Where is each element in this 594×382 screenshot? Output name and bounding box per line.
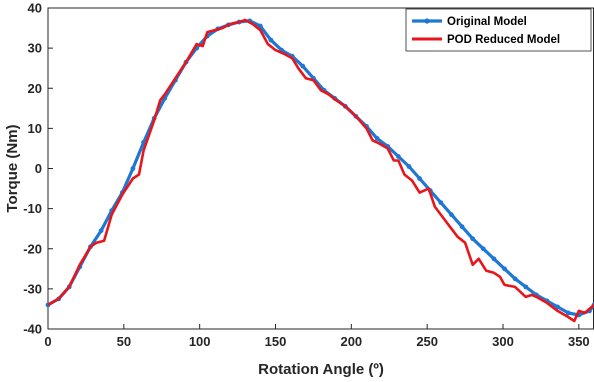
x-tick-label: 250 bbox=[416, 334, 438, 349]
data-point-original-model bbox=[470, 236, 476, 242]
data-point-original-model bbox=[502, 266, 507, 272]
data-point-original-model bbox=[98, 228, 104, 234]
y-axis-label: Torque (Nm) bbox=[4, 124, 21, 212]
x-axis-ticks: 0 50 100 150 200 250 300 350 bbox=[44, 324, 590, 349]
series-line-pod-reduced-model bbox=[47, 18, 594, 323]
legend-box bbox=[405, 8, 592, 52]
data-point-original-model bbox=[555, 304, 560, 310]
x-tick-label: 350 bbox=[568, 334, 590, 349]
y-tick-label: 30 bbox=[28, 41, 42, 56]
y-tick-label: -40 bbox=[23, 322, 42, 337]
data-point-original-model bbox=[406, 164, 412, 169]
x-axis-label: Rotation Angle (º) bbox=[258, 361, 384, 378]
data-point-original-model bbox=[565, 310, 571, 316]
y-tick-label: -20 bbox=[23, 241, 42, 256]
data-point-original-model bbox=[417, 176, 422, 181]
plot-area bbox=[47, 7, 594, 330]
data-point-original-model bbox=[300, 63, 306, 69]
plot-frame bbox=[47, 7, 594, 330]
data-point-original-model bbox=[491, 256, 497, 262]
x-tick-label: 50 bbox=[117, 334, 131, 349]
data-point-original-model bbox=[374, 136, 380, 141]
x-tick-label: 0 bbox=[44, 334, 51, 349]
legend-marker-original-model bbox=[424, 18, 430, 24]
data-point-original-model bbox=[459, 224, 465, 230]
data-point-original-model bbox=[512, 276, 518, 282]
data-point-original-model bbox=[395, 154, 401, 159]
y-tick-label: -10 bbox=[23, 201, 42, 216]
legend: Original Model POD Reduced Model bbox=[405, 8, 592, 52]
y-tick-label: 20 bbox=[28, 81, 42, 96]
legend-label-original-model: Original Model bbox=[447, 16, 527, 28]
y-tick-label: -30 bbox=[23, 281, 42, 296]
data-point-original-model bbox=[449, 212, 454, 218]
data-point-original-model bbox=[438, 200, 444, 206]
y-tick-label: 0 bbox=[35, 161, 42, 176]
series-layer bbox=[45, 18, 594, 323]
y-tick-label: 10 bbox=[28, 121, 42, 136]
x-tick-label: 200 bbox=[340, 334, 362, 349]
data-point-original-model bbox=[268, 37, 274, 43]
data-point-original-model bbox=[480, 246, 486, 252]
x-tick-label: 100 bbox=[189, 334, 211, 349]
legend-label-pod-reduced-model: POD Reduced Model bbox=[447, 34, 560, 46]
data-point-original-model bbox=[257, 23, 263, 29]
x-tick-label: 300 bbox=[492, 334, 514, 349]
y-tick-label: 40 bbox=[28, 1, 42, 16]
data-point-original-model bbox=[130, 166, 136, 171]
x-tick-label: 150 bbox=[265, 334, 287, 349]
data-point-original-model bbox=[523, 284, 529, 290]
y-axis-ticks: 40 30 20 10 0 -10 -20 -30 -40 bbox=[23, 1, 53, 337]
